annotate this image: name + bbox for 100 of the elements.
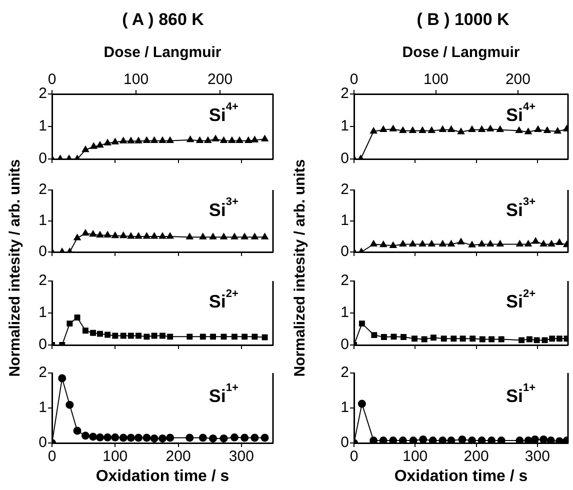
y-tick-label: 2 (38, 272, 47, 290)
point (127, 232, 134, 239)
point (250, 434, 259, 442)
point (534, 337, 540, 344)
point (96, 231, 104, 238)
point (555, 437, 564, 443)
point (230, 433, 238, 442)
point (150, 434, 158, 442)
point (478, 126, 486, 132)
point (220, 233, 228, 240)
point (104, 139, 112, 146)
point (134, 137, 142, 144)
x-tick-label: 100 (402, 448, 428, 466)
point (82, 229, 89, 236)
point (516, 436, 524, 443)
x2-tick-label: 100 (124, 71, 149, 88)
point (240, 434, 249, 442)
point (242, 334, 248, 340)
x-tick-label: 100 (102, 448, 128, 466)
point (447, 436, 456, 443)
point (158, 434, 166, 442)
point (143, 136, 150, 144)
point (418, 126, 426, 133)
point (186, 334, 193, 340)
point (260, 434, 269, 442)
y-tick-label: 0 (38, 243, 47, 260)
chart-title: ( B ) 1000 K (416, 10, 510, 30)
point (252, 334, 258, 340)
point (440, 336, 447, 342)
point (120, 332, 126, 339)
point (230, 233, 238, 240)
point (128, 332, 134, 339)
point (151, 332, 158, 339)
point (210, 334, 216, 340)
point (244, 136, 252, 144)
point (186, 434, 194, 442)
point (158, 136, 166, 144)
point (58, 374, 66, 382)
point (160, 332, 166, 339)
point (251, 233, 258, 240)
point (518, 337, 525, 344)
y-tick-label: 1 (340, 212, 349, 230)
point (134, 232, 142, 239)
y-tick-label: 1 (340, 304, 349, 322)
point (526, 336, 532, 342)
point (262, 334, 268, 340)
point (127, 137, 134, 144)
point (379, 436, 388, 443)
point (96, 141, 104, 148)
point (166, 434, 174, 442)
point (371, 332, 378, 338)
point (439, 126, 446, 132)
point (126, 434, 135, 442)
point (150, 136, 158, 144)
x-tick-label: 300 (524, 448, 550, 466)
point (251, 136, 258, 142)
y-tick-label: 2 (340, 85, 349, 102)
y-axis-title: Normalized intesity / arb. units (292, 159, 308, 377)
point (370, 127, 378, 134)
point (468, 436, 476, 443)
x2-axis-title: Dose / Langmuir (402, 44, 520, 62)
point (228, 136, 236, 144)
point (198, 434, 207, 442)
point (544, 126, 551, 133)
point (196, 136, 204, 144)
point (212, 135, 220, 142)
point (380, 334, 387, 340)
point (478, 436, 486, 443)
point (400, 334, 406, 340)
point (398, 436, 407, 443)
point (66, 320, 73, 327)
point (74, 314, 80, 320)
point (90, 142, 98, 149)
point (120, 232, 127, 238)
point (524, 128, 532, 134)
point (82, 146, 89, 152)
y-tick-label: 1 (340, 118, 349, 135)
y-tick-label: 2 (340, 364, 349, 382)
point (370, 436, 378, 443)
y-tick-label: 0 (38, 150, 47, 168)
point (232, 334, 238, 340)
point (540, 436, 548, 443)
point (111, 433, 120, 442)
point (389, 436, 398, 443)
y-axis-title: Normalized intesity / arb. units (6, 159, 24, 377)
y-tick-label: 1 (38, 399, 47, 416)
point (358, 320, 365, 327)
point (419, 436, 428, 443)
point (486, 125, 494, 132)
point (142, 434, 151, 442)
point (488, 436, 496, 443)
y-tick-label: 0 (38, 434, 47, 452)
point (458, 436, 466, 443)
point (167, 334, 174, 340)
y-tick-label: 0 (340, 243, 349, 260)
point (534, 126, 542, 132)
point (516, 126, 523, 133)
point (150, 232, 158, 239)
x-axis-title: Oxidation time / s (394, 468, 528, 485)
point (399, 126, 406, 133)
